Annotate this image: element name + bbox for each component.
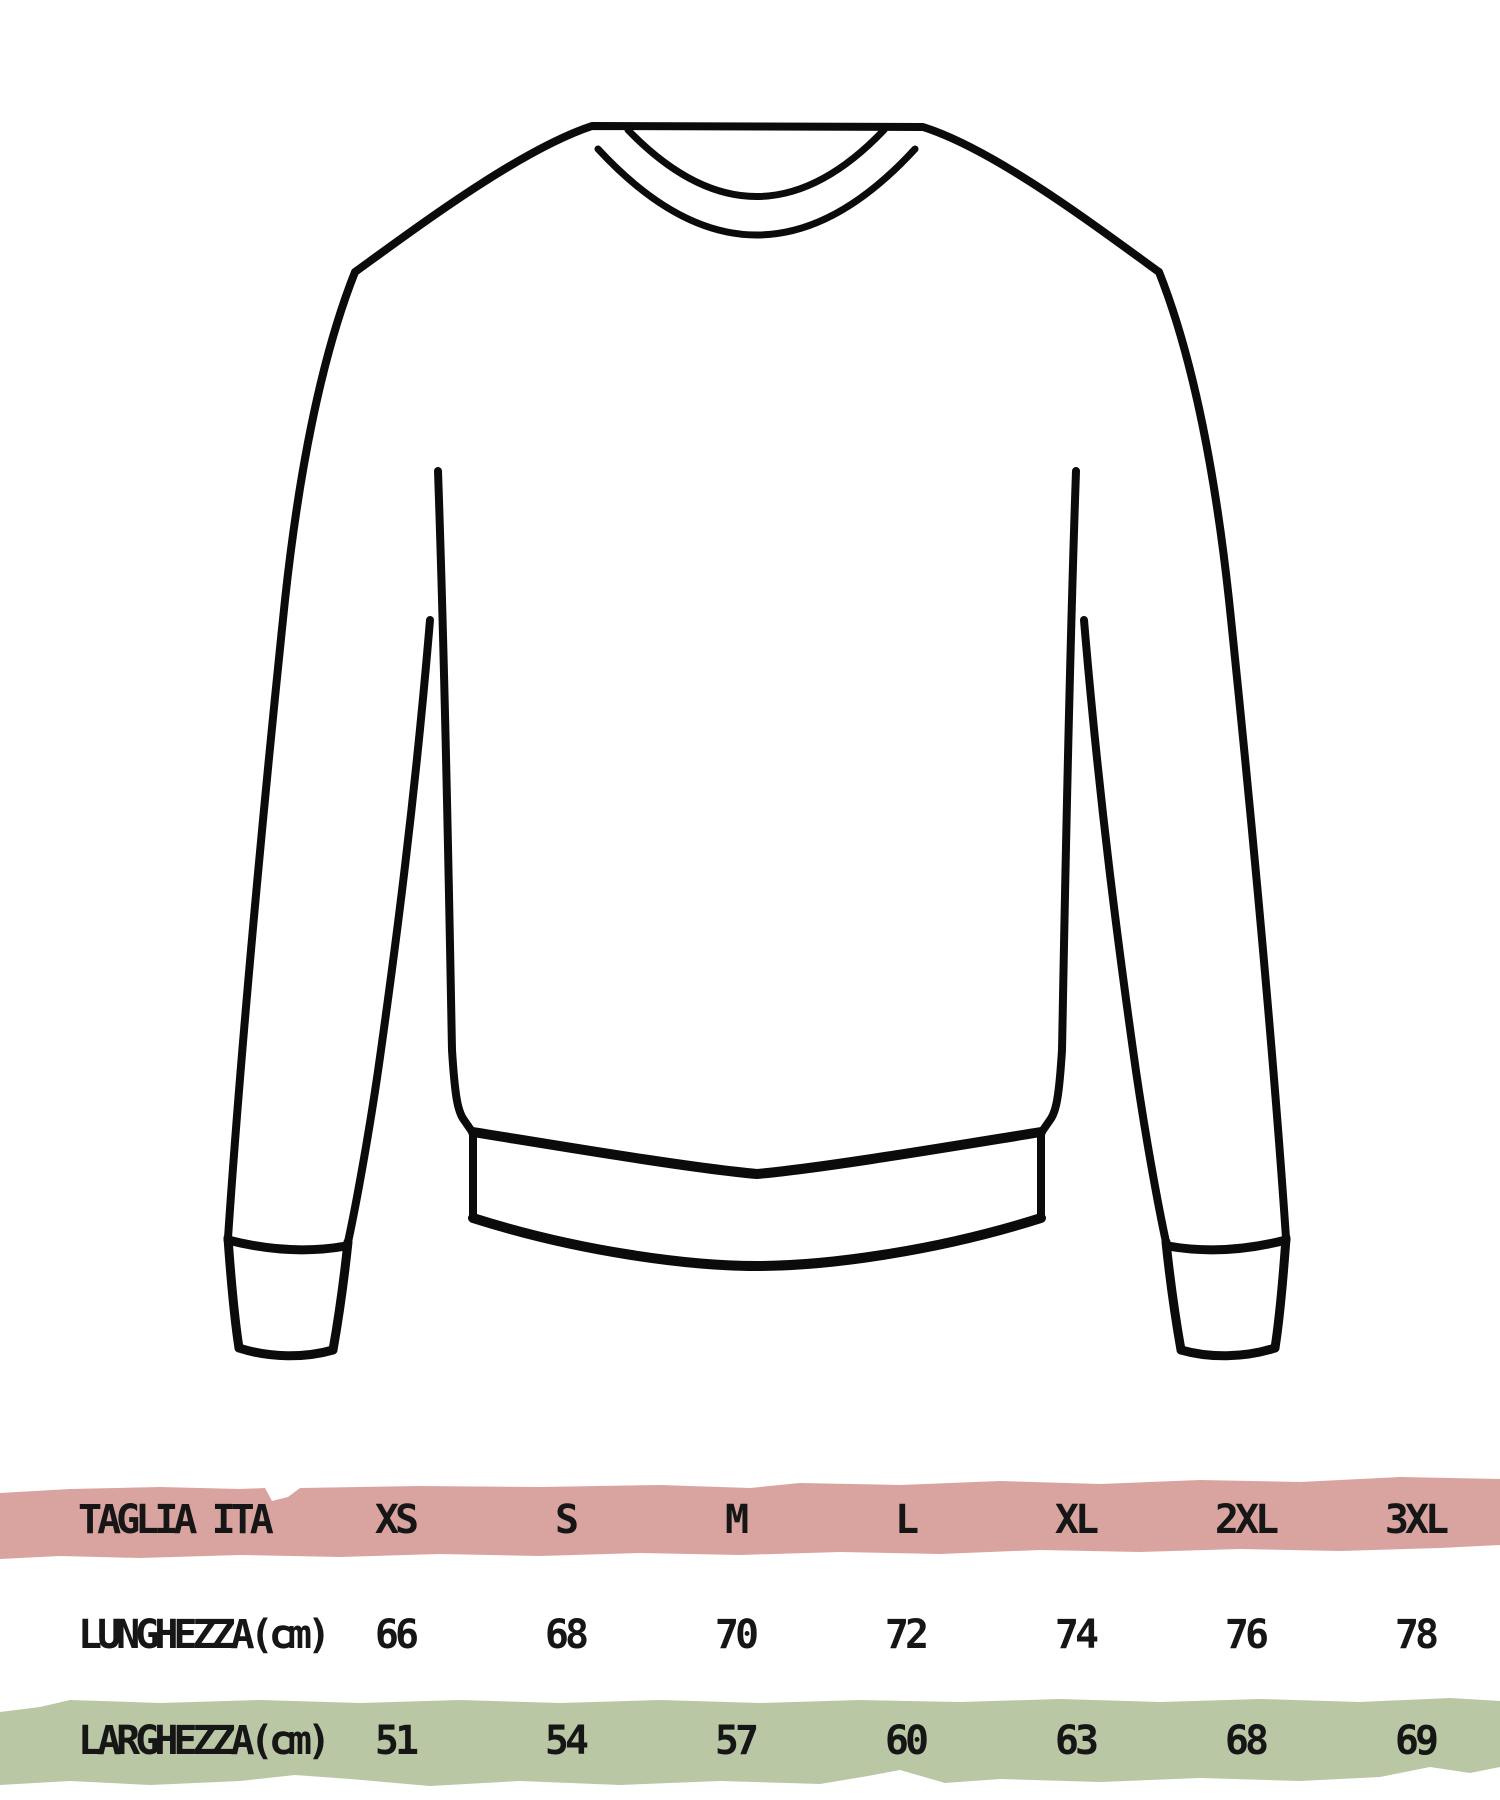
pink-brush-band (0, 1477, 1500, 1559)
left-cuff-bottom-edge (234, 1343, 338, 1361)
size-xl: XL (1054, 1496, 1099, 1543)
sweatshirt-illustration (223, 122, 1291, 1361)
length-m: 70 (714, 1612, 759, 1658)
size-m: M (724, 1496, 749, 1543)
right-cuff (1161, 1233, 1291, 1361)
right-cuff-bottom-edge (1176, 1343, 1280, 1361)
width-xl: 63 (1054, 1718, 1099, 1764)
left-cuff (223, 1233, 353, 1361)
row-label-taglia-ita: TAGLIA ITA (78, 1496, 274, 1543)
size-3xl: 3XL (1384, 1496, 1449, 1543)
right-sleeve-inner-seam (1080, 616, 1170, 1246)
collar-inner-rib (624, 126, 888, 200)
length-3xl: 78 (1394, 1612, 1439, 1658)
length-xs: 66 (374, 1612, 419, 1658)
size-table-row-lunghezza: LUNGHEZZA(cm) 66 68 70 72 74 76 78 (0, 1605, 1500, 1665)
length-xl: 74 (1054, 1612, 1099, 1658)
left-cuff-outer-edge (223, 1233, 244, 1353)
hem-band-top-edge (468, 1127, 1046, 1179)
right-cuff-inner-edge (1161, 1237, 1186, 1355)
left-cuff-inner-edge (328, 1237, 353, 1355)
size-l: L (894, 1496, 919, 1543)
left-sleeve-inner-seam (344, 616, 434, 1246)
size-xs: XS (374, 1496, 419, 1543)
size-2xl: 2XL (1214, 1496, 1279, 1543)
size-s: S (554, 1496, 579, 1543)
hem-band-bottom-edge (468, 1213, 1046, 1271)
width-3xl: 69 (1394, 1718, 1439, 1764)
left-cuff-top-rib (223, 1235, 351, 1255)
length-l: 72 (884, 1612, 929, 1658)
sweatshirt-outline (224, 122, 1290, 1242)
left-body-seam (434, 467, 477, 1222)
right-cuff-outer-edge (1270, 1233, 1291, 1353)
length-2xl: 76 (1224, 1612, 1269, 1658)
width-l: 60 (884, 1718, 929, 1764)
right-body-seam (1037, 467, 1080, 1222)
width-m: 57 (714, 1718, 759, 1764)
width-s: 54 (544, 1718, 589, 1764)
size-table-row-taglia: TAGLIA ITA XS S M L XL 2XL 3XL (0, 1483, 1500, 1556)
row-label-lunghezza: LUNGHEZZA(cm) (78, 1612, 331, 1658)
right-cuff-top-rib (1163, 1235, 1291, 1255)
collar-outer-rib (594, 145, 919, 239)
size-table-row-larghezza: LARGHEZZA(cm) 51 54 57 60 63 68 69 (0, 1701, 1500, 1781)
green-brush-band (0, 1698, 1500, 1786)
width-xs: 51 (374, 1718, 419, 1764)
length-s: 68 (544, 1612, 589, 1658)
width-2xl: 68 (1224, 1718, 1269, 1764)
row-label-larghezza: LARGHEZZA(cm) (78, 1718, 331, 1764)
